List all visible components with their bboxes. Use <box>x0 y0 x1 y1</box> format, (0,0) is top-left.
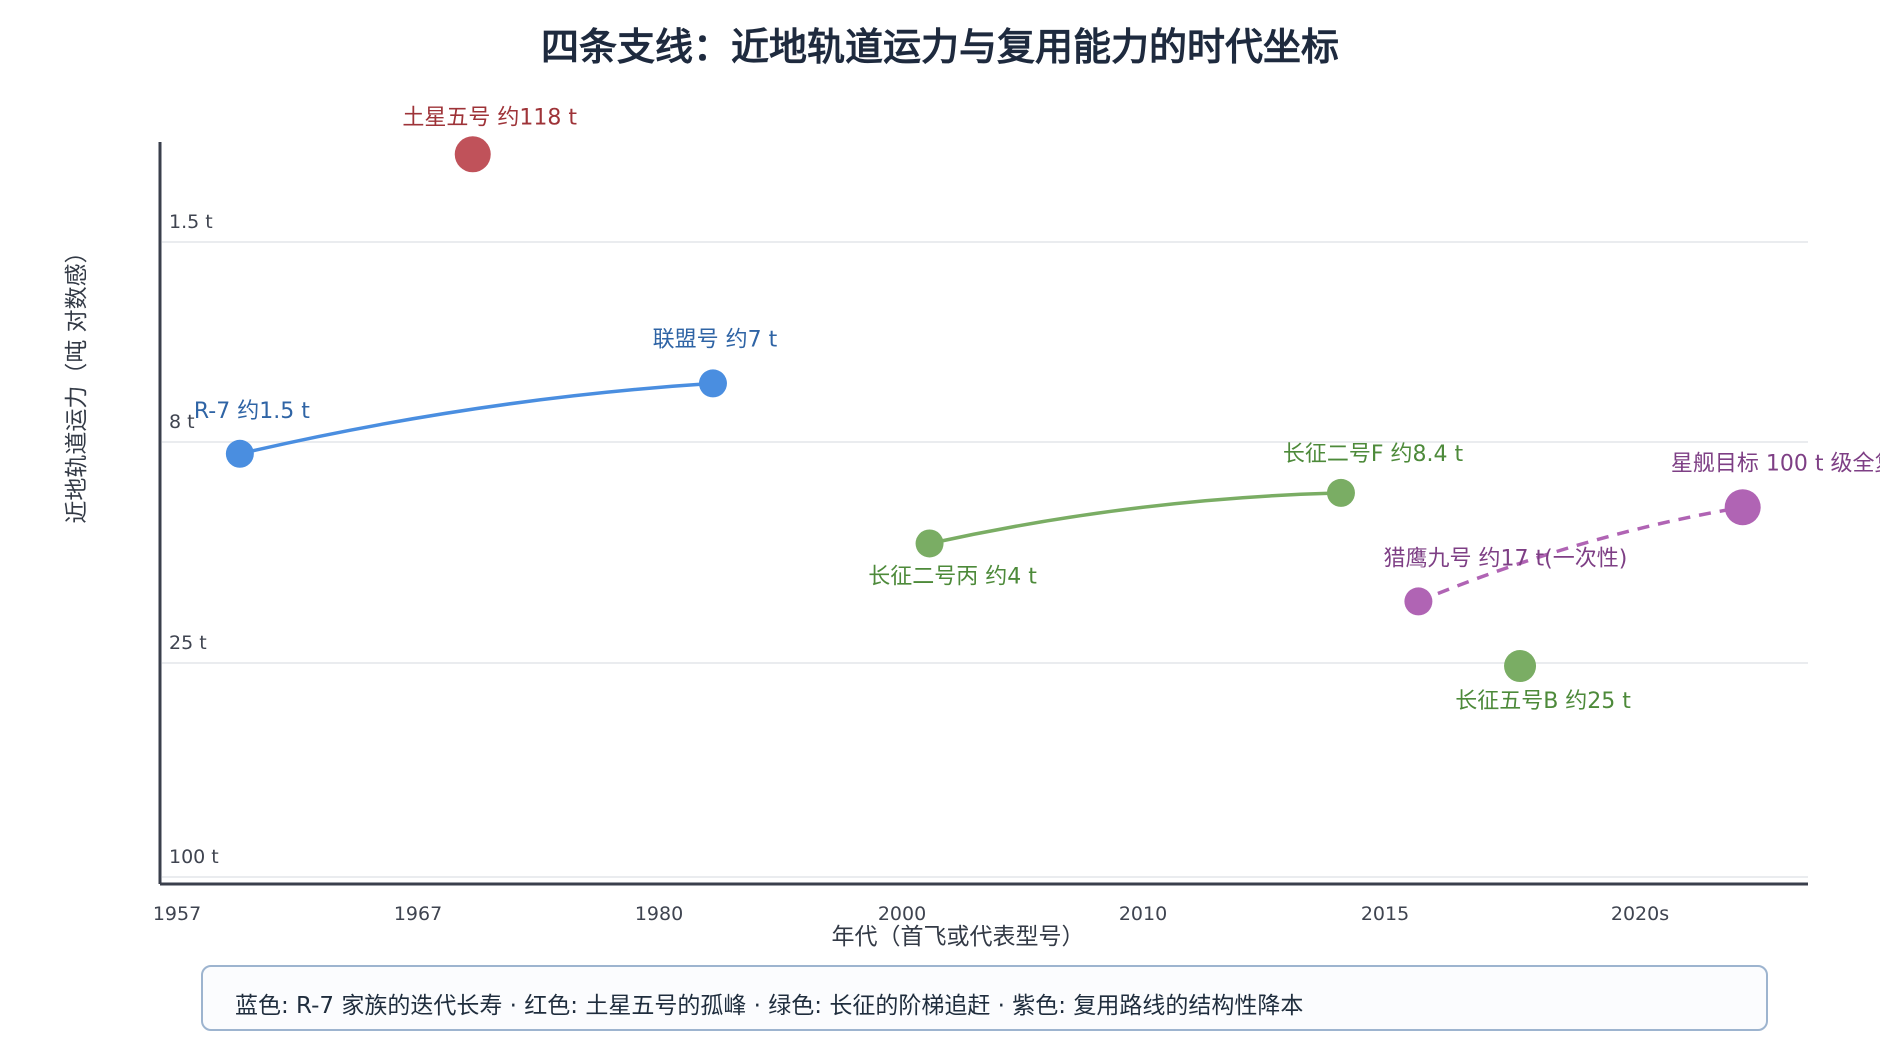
x-tick-label: 1967 <box>394 903 442 925</box>
series-line <box>1417 505 1743 604</box>
x-tick-label: 2000 <box>878 903 926 925</box>
data-point[interactable] <box>698 369 727 398</box>
data-label: R-7 约1.5 t <box>194 399 310 424</box>
series-line <box>929 491 1342 546</box>
series-line <box>239 381 714 456</box>
series-3: 猎鹰九号 约17 t(一次性) 星舰目标 100 t 级全复用 <box>1384 451 1880 616</box>
data-label: 长征五号B 约25 t <box>1455 689 1631 714</box>
data-point[interactable] <box>1404 587 1433 616</box>
y-axis-label: 近地轨道运力（吨 对数感） <box>64 240 90 523</box>
data-point[interactable] <box>915 529 944 558</box>
data-point[interactable] <box>454 136 491 173</box>
data-point[interactable] <box>1504 650 1537 683</box>
data-point[interactable] <box>225 439 254 468</box>
series-2: 长征二号丙 约4 t 长征二号F 约8.4 t <box>868 442 1463 590</box>
series-0: R-7 约1.5 t 联盟号 约7 t <box>194 327 778 468</box>
y-tick-label: 25 t <box>169 632 207 654</box>
x-tick-label: 2020s <box>1611 903 1669 925</box>
legend-box: 蓝色: R-7 家族的迭代长寿 · 红色: 土星五号的孤峰 · 绿色: 长征的阶… <box>201 965 1768 1031</box>
series-4: 长征五号B 约25 t <box>1455 650 1631 714</box>
x-axis-label: 年代（首飞或代表型号） <box>832 924 1085 950</box>
chart-title: 四条支线：近地轨道运力与复用能力的时代坐标 <box>541 25 1339 69</box>
y-tick-labels: 1.5 t 8 t 25 t 100 t <box>169 211 219 868</box>
x-tick-label: 2010 <box>1119 903 1167 925</box>
data-label: 猎鹰九号 约17 t(一次性) <box>1384 546 1628 571</box>
data-label: 联盟号 约7 t <box>653 327 778 352</box>
x-tick-label: 1957 <box>153 903 201 925</box>
grid-lines <box>162 241 1808 878</box>
y-tick-label: 8 t <box>169 411 195 433</box>
series-1: 土星五号 约118 t <box>402 105 577 173</box>
y-tick-label: 1.5 t <box>169 211 213 233</box>
data-point[interactable] <box>1724 489 1761 526</box>
y-tick-label: 100 t <box>169 846 219 868</box>
legend-text: 蓝色: R-7 家族的迭代长寿 · 红色: 土星五号的孤峰 · 绿色: 长征的阶… <box>235 993 1304 1019</box>
data-point[interactable] <box>1326 478 1355 507</box>
data-label: 星舰目标 100 t 级全复用 <box>1671 451 1880 476</box>
data-label: 长征二号F 约8.4 t <box>1283 442 1464 467</box>
data-label: 长征二号丙 约4 t <box>868 564 1037 589</box>
x-tick-label: 1980 <box>635 903 683 925</box>
data-label: 土星五号 约118 t <box>402 105 577 130</box>
x-tick-label: 2015 <box>1361 903 1409 925</box>
x-tick-labels: 1957 1967 1980 2000 2010 2015 2020s <box>153 903 1669 925</box>
